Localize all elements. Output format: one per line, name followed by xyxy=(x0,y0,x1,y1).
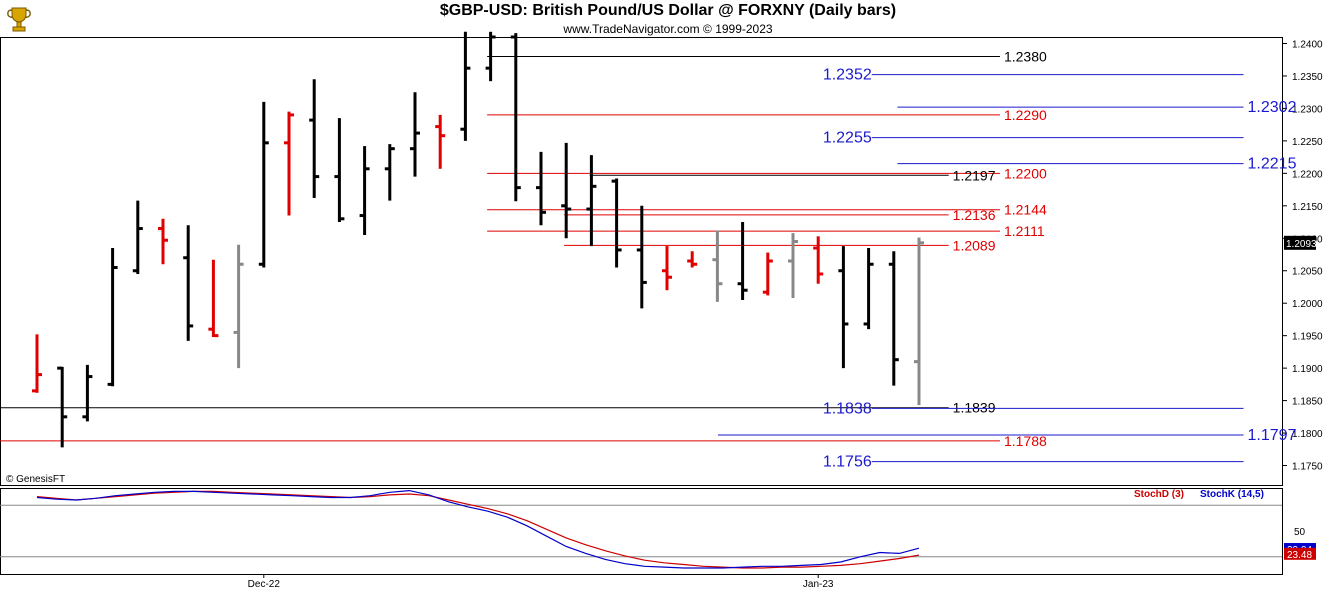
ohlc-bar xyxy=(762,252,773,296)
last-price-tag xyxy=(1284,235,1316,250)
price-tick-label: 1.1750 xyxy=(1292,462,1323,473)
price-tick-label: 1.2350 xyxy=(1292,72,1323,83)
ohlc-bar xyxy=(435,114,446,169)
level-label: 1.1756 xyxy=(823,454,872,471)
price-panel xyxy=(0,37,1283,486)
watermark-text: © GenesisFT xyxy=(6,474,66,485)
ohlc-bar xyxy=(410,92,420,177)
chart-title: $GBP-USD: British Pound/US Dollar @ FORX… xyxy=(439,2,897,19)
level-label: 1.2136 xyxy=(953,207,996,223)
level-label: 1.1838 xyxy=(823,400,872,417)
ohlc-bar xyxy=(132,200,143,274)
level-label: 1.2144 xyxy=(1004,202,1047,218)
level-label: 1.1788 xyxy=(1004,433,1047,449)
stochd-last-tag xyxy=(1284,547,1316,560)
ohlc-bar xyxy=(334,118,345,223)
ohlc-bar xyxy=(107,248,118,387)
level-label: 1.2380 xyxy=(1004,48,1047,64)
ohlc-bar xyxy=(258,101,269,268)
fibonacci-levels: 1.2380 1.2352 1.2302 1.2290 1.2255 1.2215 1.22… xyxy=(0,48,1297,471)
ohlc-bar xyxy=(737,222,748,300)
ohlc-bar xyxy=(788,233,798,299)
price-tick-label: 1.1800 xyxy=(1292,429,1323,440)
ohlc-bar xyxy=(813,236,824,284)
ohlc-bar xyxy=(158,218,168,265)
ohlc-bar xyxy=(309,79,320,199)
level-label: 1.2255 xyxy=(823,130,872,147)
stoch-series-line xyxy=(36,489,920,569)
level-label: 1.2200 xyxy=(1004,165,1047,181)
level-label: 1.2215 xyxy=(1248,156,1297,173)
ohlc-bars xyxy=(32,31,924,448)
stochastic-panel xyxy=(0,488,1283,575)
ohlc-bar xyxy=(233,244,244,369)
ohlc-bar xyxy=(510,33,521,202)
stochastic-grid xyxy=(0,504,1282,558)
stochastic-lines xyxy=(36,489,920,569)
ohlc-bar xyxy=(687,251,698,268)
price-tick-label: 1.1900 xyxy=(1292,364,1323,375)
ohlc-bar xyxy=(57,366,68,448)
level-label: 1.2089 xyxy=(953,237,996,253)
chart-subtitle: www.TradeNavigator.com © 1999-2023 xyxy=(563,22,773,36)
ohlc-bar xyxy=(586,155,597,247)
price-axis: 1.24001.23501.23001.22501.22001.21501.21… xyxy=(1282,39,1323,473)
level-label: 1.2352 xyxy=(823,67,872,84)
ohlc-bar xyxy=(82,364,93,422)
price-tick-label: 1.1850 xyxy=(1292,397,1323,408)
legend-stochd: StochD (3) xyxy=(1134,489,1184,500)
ohlc-bar xyxy=(208,259,219,338)
ohlc-bar xyxy=(611,178,622,268)
price-tick-label: 1.2050 xyxy=(1292,267,1323,278)
ohlc-bar xyxy=(838,246,849,369)
level-label: 1.2111 xyxy=(1004,223,1045,239)
stoch-tick-label: 50 xyxy=(1294,527,1306,538)
ohlc-bar xyxy=(485,31,496,82)
ohlc-bar xyxy=(460,31,471,141)
ohlc-bar xyxy=(888,251,899,386)
legend-stochk: StochK (14,5) xyxy=(1200,489,1264,500)
price-tick-label: 1.2300 xyxy=(1292,104,1323,115)
level-label: 1.1839 xyxy=(953,400,996,416)
ohlc-bar xyxy=(183,225,194,341)
level-label: 1.1797 xyxy=(1248,427,1297,444)
stochastic-axis: 5029.0423.48 xyxy=(1284,527,1316,561)
ohlc-bar xyxy=(284,111,294,216)
ohlc-bar xyxy=(636,205,647,309)
ohlc-bar xyxy=(914,237,924,406)
stochd-last-label: 23.48 xyxy=(1287,550,1312,561)
ohlc-bar xyxy=(561,142,572,239)
time-tick-label: Jan-23 xyxy=(803,579,834,590)
ohlc-bar xyxy=(662,246,672,291)
last-price-label: 1.2093 xyxy=(1286,239,1317,250)
ohlc-bar xyxy=(712,230,723,302)
price-tick-label: 1.2000 xyxy=(1292,299,1323,310)
level-label: 1.2290 xyxy=(1004,107,1047,123)
price-tick-label: 1.2150 xyxy=(1292,202,1323,213)
level-label: 1.2302 xyxy=(1248,99,1297,116)
price-tick-label: 1.2400 xyxy=(1292,39,1323,50)
ohlc-bar xyxy=(359,146,370,236)
ohlc-bar xyxy=(384,144,395,201)
time-tick-label: Dec-22 xyxy=(248,579,281,590)
time-axis: Dec-22 Jan-23 xyxy=(248,574,834,590)
ohlc-bar xyxy=(536,151,546,226)
price-tick-label: 1.2200 xyxy=(1292,169,1323,180)
ohlc-bar xyxy=(32,334,42,393)
trophy-icon xyxy=(7,7,31,32)
level-label: 1.2197 xyxy=(953,167,996,183)
price-tick-label: 1.2250 xyxy=(1292,137,1323,148)
price-tick-label: 1.1950 xyxy=(1292,332,1323,343)
ohlc-bar xyxy=(863,248,874,330)
